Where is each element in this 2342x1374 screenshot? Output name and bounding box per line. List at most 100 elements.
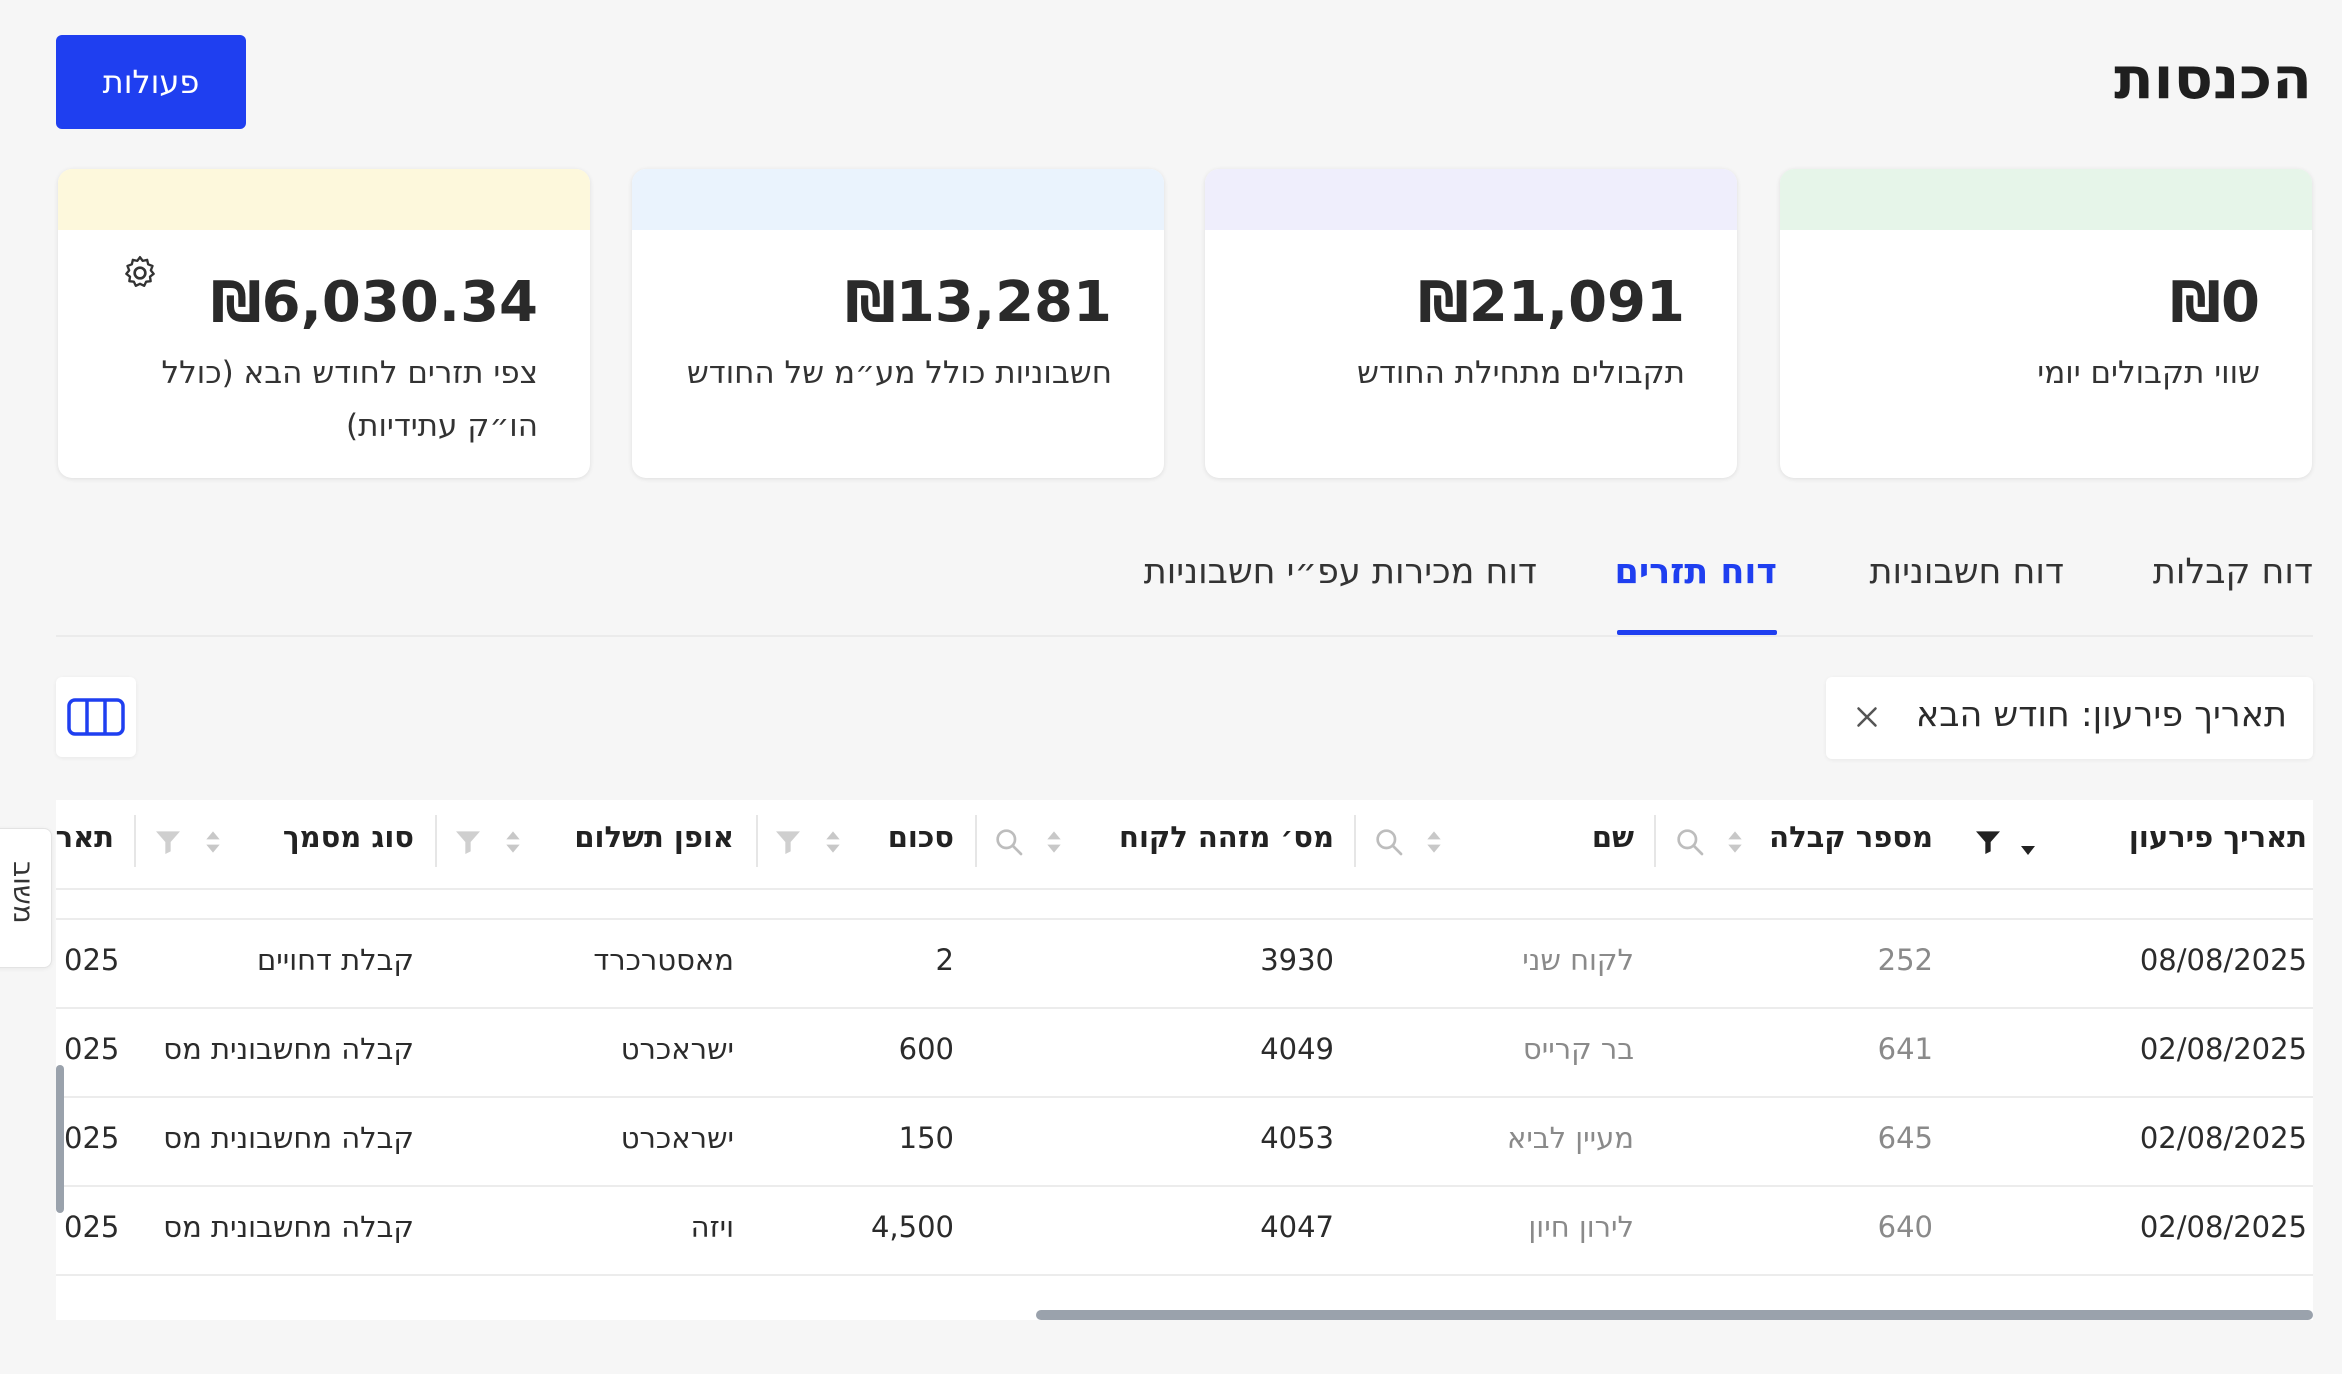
cell-date-partial: 025 <box>64 1121 120 1155</box>
tabs-divider <box>56 635 2313 637</box>
cell-receipt-number[interactable]: 252 <box>1877 943 1933 977</box>
column-separator <box>1354 815 1356 867</box>
cell-name: בר קרייס <box>1522 1032 1634 1066</box>
cell-due-date: 02/08/2025 <box>2139 1121 2307 1155</box>
column-header-amount[interactable]: סכום <box>887 820 954 854</box>
active-tab-indicator <box>1617 630 1777 635</box>
card-amount: ₪0 <box>2170 270 2260 335</box>
filter-icon[interactable] <box>152 826 184 858</box>
tab-receipts-report[interactable]: דוח קבלות <box>2152 552 2313 592</box>
sort-icon[interactable] <box>1038 826 1070 858</box>
cell-due-date: 08/08/2025 <box>2139 943 2307 977</box>
cell-name: לירון חיון <box>1528 1210 1634 1244</box>
cell-payment-method: ישראכרט <box>620 1121 734 1155</box>
search-icon[interactable] <box>1674 826 1706 858</box>
card-label: תקבולים מתחילת החודש <box>1356 355 1685 391</box>
cell-document-type: קבלה מחשבונית מס <box>163 1121 414 1155</box>
column-separator <box>975 815 977 867</box>
column-header-due-date[interactable]: תאריך פירעון <box>2128 820 2307 854</box>
card-label: צפי תזרים לחודש הבא (כולל הו״ק עתידיות) <box>161 355 538 444</box>
card-label: חשבוניות כולל מע״מ של החודש <box>686 355 1112 391</box>
row-divider <box>56 1185 2313 1187</box>
sort-icon[interactable] <box>817 826 849 858</box>
cell-document-type: קבלה מחשבונית מס <box>163 1032 414 1066</box>
cell-amount: 4,500 <box>870 1210 954 1244</box>
actions-button[interactable]: פעולות <box>56 35 246 129</box>
filter-icon[interactable] <box>1972 826 2004 858</box>
cell-customer-id: 3930 <box>1260 943 1334 977</box>
column-header-name[interactable]: שם <box>1591 820 1634 854</box>
card-month-receipts: ₪21,091 תקבולים מתחילת החודש <box>1205 169 1737 478</box>
row-divider <box>56 1096 2313 1098</box>
feedback-label: משוב <box>7 861 40 924</box>
feedback-side-tab[interactable]: משוב <box>0 828 52 968</box>
card-band <box>1780 169 2312 230</box>
row-divider <box>56 918 2313 920</box>
cell-receipt-number[interactable]: 641 <box>1877 1032 1933 1066</box>
card-daily-receipts: ₪0 שווי תקבולים יומי <box>1780 169 2312 478</box>
cell-date-partial: 025 <box>64 1210 120 1244</box>
filter-icon[interactable] <box>452 826 484 858</box>
card-amount: ₪21,091 <box>1418 270 1685 335</box>
column-separator <box>134 815 136 867</box>
column-separator <box>1654 815 1656 867</box>
row-divider <box>56 1274 2313 1276</box>
card-band <box>632 169 1164 230</box>
column-header-date-partial[interactable]: תאר <box>55 820 114 854</box>
cell-document-type: קבלת דחויים <box>257 943 414 977</box>
column-separator <box>435 815 437 867</box>
cell-payment-method: ישראכרט <box>620 1032 734 1066</box>
card-amount: ₪6,030.34 <box>211 270 538 335</box>
tab-sales-by-invoices-report[interactable]: דוח מכירות עפ״י חשבוניות <box>1143 552 1537 592</box>
cell-name: לקוח שני <box>1522 943 1634 977</box>
cashflow-table <box>56 800 2313 1320</box>
sort-icon[interactable] <box>197 826 229 858</box>
row-divider <box>56 1007 2313 1009</box>
filter-chip-label: תאריך פירעון: חודש הבא <box>1915 695 2287 735</box>
cell-payment-method: ויזה <box>690 1210 734 1244</box>
search-icon[interactable] <box>1373 826 1405 858</box>
cell-document-type: קבלה מחשבונית מס <box>163 1210 414 1244</box>
tab-invoices-report[interactable]: דוח חשבוניות <box>1869 552 2064 592</box>
cell-due-date: 02/08/2025 <box>2139 1032 2307 1066</box>
column-header-payment-method[interactable]: אופן תשלום <box>574 820 734 854</box>
tab-cashflow-report[interactable]: דוח תזרים <box>1614 552 1778 592</box>
page-title: הכנסות <box>2114 44 2312 112</box>
card-amount: ₪13,281 <box>845 270 1112 335</box>
cell-amount: 600 <box>898 1032 954 1066</box>
sort-icon[interactable] <box>1719 826 1751 858</box>
columns-button[interactable] <box>56 677 136 757</box>
column-header-receipt-number[interactable]: מספר קבלה <box>1769 820 1933 854</box>
filter-icon[interactable] <box>772 826 804 858</box>
column-separator <box>756 815 758 867</box>
card-month-invoices: ₪13,281 חשבוניות כולל מע״מ של החודש <box>632 169 1164 478</box>
columns-icon <box>67 698 125 736</box>
close-icon[interactable] <box>1850 700 1884 734</box>
cell-receipt-number[interactable]: 640 <box>1877 1210 1933 1244</box>
filter-chip[interactable]: תאריך פירעון: חודש הבא <box>1826 677 2313 759</box>
gear-icon[interactable] <box>120 253 160 293</box>
sort-icon[interactable] <box>497 826 529 858</box>
card-band <box>1205 169 1737 230</box>
cell-amount: 2 <box>935 943 954 977</box>
cell-customer-id: 4049 <box>1260 1032 1334 1066</box>
cell-receipt-number[interactable]: 645 <box>1877 1121 1933 1155</box>
sort-desc-icon[interactable] <box>2016 838 2040 862</box>
header-divider <box>56 888 2313 890</box>
cell-due-date: 02/08/2025 <box>2139 1210 2307 1244</box>
cell-name: מעיין לביא <box>1506 1121 1634 1155</box>
column-header-customer-id[interactable]: מס׳ מזהה לקוח <box>1119 820 1334 854</box>
search-icon[interactable] <box>993 826 1025 858</box>
card-label: שווי תקבולים יומי <box>2037 355 2260 391</box>
cell-date-partial: 025 <box>64 1032 120 1066</box>
vertical-scrollbar[interactable] <box>56 1065 64 1213</box>
cell-customer-id: 4047 <box>1260 1210 1334 1244</box>
cell-date-partial: 025 <box>64 943 120 977</box>
card-cashflow-forecast: ₪6,030.34 צפי תזרים לחודש הבא (כולל הו״ק… <box>58 169 590 478</box>
cell-payment-method: מאסטרכרד <box>593 943 734 977</box>
sort-icon[interactable] <box>1418 826 1450 858</box>
horizontal-scrollbar[interactable] <box>1036 1310 2313 1320</box>
column-header-document-type[interactable]: סוג מסמך <box>282 820 414 854</box>
cell-amount: 150 <box>898 1121 954 1155</box>
cell-customer-id: 4053 <box>1260 1121 1334 1155</box>
